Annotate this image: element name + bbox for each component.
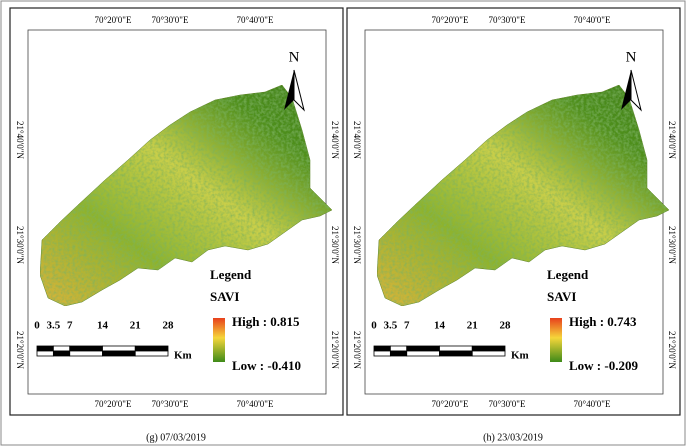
left-coord-label: 21°40'0"N bbox=[352, 121, 362, 159]
scale-segment bbox=[37, 351, 53, 356]
scale-segment bbox=[407, 346, 440, 351]
bottom-coord-label: 70°20'0"E bbox=[95, 399, 132, 409]
right-coord-label: 21°40'0"N bbox=[667, 121, 677, 159]
north-arrow-half bbox=[294, 70, 304, 110]
map-panel: 70°20'0"E 70°30'0"E 70°40'0"E 70°20'0"E 70°3… bbox=[347, 8, 680, 443]
left-coord-label: 21°30'0"N bbox=[352, 226, 362, 264]
left-coord-label: 21°30'0"N bbox=[15, 226, 25, 264]
right-coord-label: 21°30'0"N bbox=[330, 226, 340, 264]
bottom-coord-label: 70°30'0"E bbox=[489, 399, 526, 409]
scale-label: 28 bbox=[500, 320, 512, 332]
scale-label: 0 bbox=[34, 320, 40, 332]
scale-label: 0 bbox=[371, 320, 377, 332]
right-coord-label: 21°40'0"N bbox=[330, 121, 340, 159]
legend-title: Legend bbox=[547, 267, 589, 282]
study-area bbox=[40, 85, 332, 306]
legend-name: SAVI bbox=[210, 289, 239, 304]
top-coord-label: 70°30'0"E bbox=[489, 15, 526, 25]
left-coord-label: 21°20'0"N bbox=[15, 331, 25, 369]
left-coord-label: 21°20'0"N bbox=[352, 331, 362, 369]
map-panel: 70°20'0"E 70°30'0"E 70°40'0"E 70°20'0"E 70°3… bbox=[10, 8, 343, 443]
scale-label: 21 bbox=[130, 320, 141, 332]
top-coord-label: 70°20'0"E bbox=[95, 15, 132, 25]
scale-segment bbox=[390, 346, 406, 351]
scale-segment bbox=[103, 351, 136, 356]
top-coord-label: 70°40'0"E bbox=[574, 15, 611, 25]
top-coord-label: 70°20'0"E bbox=[432, 15, 469, 25]
scale-segment bbox=[70, 351, 103, 356]
top-coord-label: 70°30'0"E bbox=[152, 15, 189, 25]
right-coord-label: 21°20'0"N bbox=[330, 331, 340, 369]
bottom-coord-label: 70°40'0"E bbox=[237, 399, 274, 409]
scale-segment bbox=[70, 346, 103, 351]
north-label: N bbox=[289, 49, 300, 65]
scale-label: 28 bbox=[163, 320, 175, 332]
legend-title: Legend bbox=[210, 267, 252, 282]
legend-name: SAVI bbox=[547, 289, 576, 304]
scale-segment bbox=[407, 351, 440, 356]
top-coord-label: 70°40'0"E bbox=[237, 15, 274, 25]
scale-unit: Km bbox=[511, 350, 529, 362]
legend-ramp bbox=[550, 318, 562, 362]
north-arrow-half bbox=[631, 70, 641, 110]
figure: 70°20'0"E 70°30'0"E 70°40'0"E 70°20'0"E 70°3… bbox=[0, 0, 686, 446]
scale-unit: Km bbox=[174, 350, 192, 362]
legend-high: High : 0.815 bbox=[232, 314, 300, 329]
bottom-coord-label: 70°40'0"E bbox=[574, 399, 611, 409]
scale-segment bbox=[53, 351, 69, 356]
north-label: N bbox=[626, 49, 637, 65]
scale-segment bbox=[390, 351, 406, 356]
right-coord-label: 21°20'0"N bbox=[667, 331, 677, 369]
study-area bbox=[377, 85, 669, 306]
scale-segment bbox=[135, 346, 168, 351]
scale-segment bbox=[440, 346, 473, 351]
scale-label: 7 bbox=[404, 320, 410, 332]
scale-segment bbox=[374, 346, 390, 351]
scale-segment bbox=[103, 346, 136, 351]
bottom-coord-label: 70°30'0"E bbox=[152, 399, 189, 409]
scale-segment bbox=[53, 346, 69, 351]
scale-segment bbox=[37, 346, 53, 351]
scale-segment bbox=[440, 351, 473, 356]
scale-label: 14 bbox=[434, 320, 446, 332]
scale-segment bbox=[472, 346, 505, 351]
panel-caption: (h) 23/03/2019 bbox=[483, 432, 543, 443]
left-coord-label: 21°40'0"N bbox=[15, 121, 25, 159]
scale-label: 7 bbox=[67, 320, 73, 332]
right-coord-label: 21°30'0"N bbox=[667, 226, 677, 264]
scale-label: 3.5 bbox=[47, 320, 61, 332]
scale-segment bbox=[472, 351, 505, 356]
scale-segment bbox=[374, 351, 390, 356]
scale-label: 21 bbox=[467, 320, 478, 332]
scale-label: 3.5 bbox=[384, 320, 398, 332]
legend-ramp bbox=[213, 318, 225, 362]
scale-segment bbox=[135, 351, 168, 356]
legend-low: Low : -0.209 bbox=[569, 358, 638, 373]
panel-caption: (g) 07/03/2019 bbox=[146, 432, 206, 443]
scale-label: 14 bbox=[97, 320, 109, 332]
bottom-coord-label: 70°20'0"E bbox=[432, 399, 469, 409]
legend-low: Low : -0.410 bbox=[232, 358, 301, 373]
legend-high: High : 0.743 bbox=[569, 314, 637, 329]
